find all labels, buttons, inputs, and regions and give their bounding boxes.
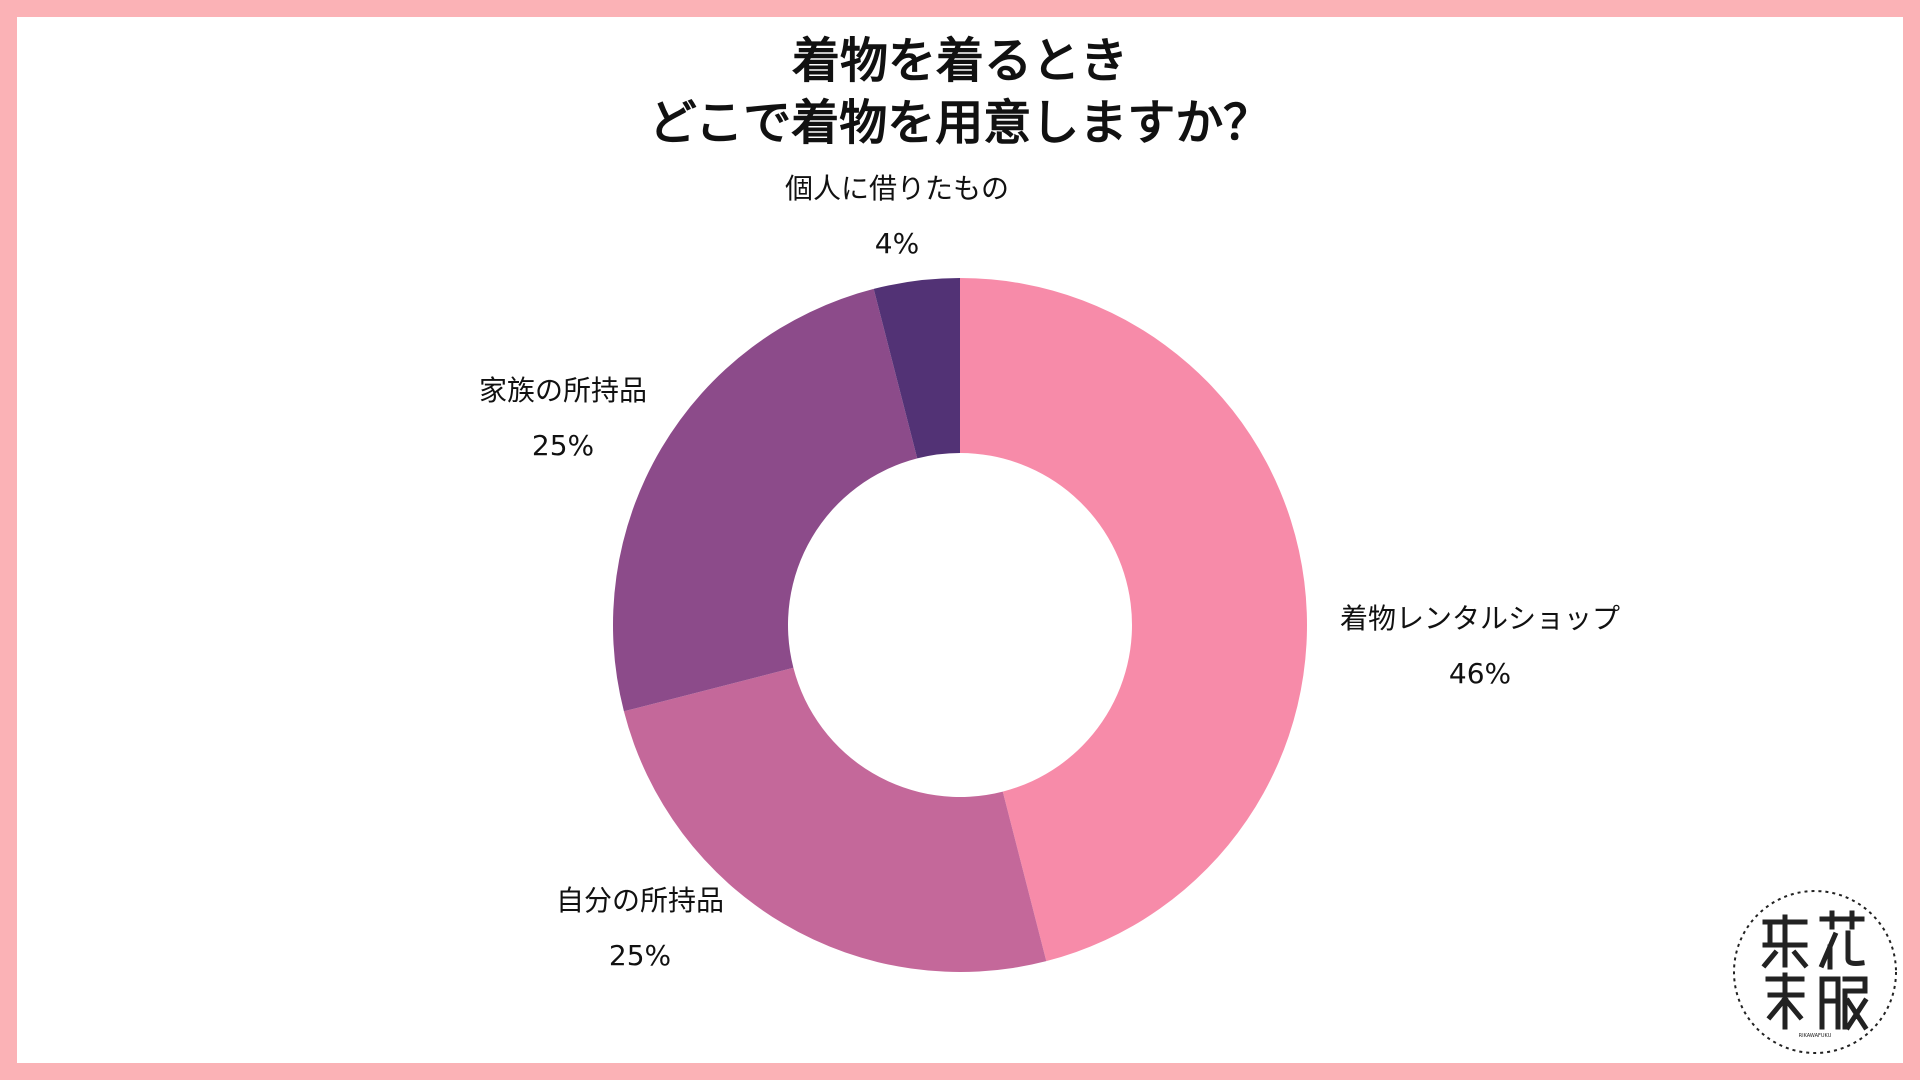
chart-title: 着物を着るとき どこで着物を用意しますか？ [0, 30, 1920, 154]
slice-label-1: 着物レンタルショップ [1340, 602, 1620, 635]
slice-value-3: 25% [532, 429, 594, 462]
slice-value-2: 25% [609, 939, 671, 972]
slice-label-3: 家族の所持品 [479, 374, 647, 407]
chart-title-line-1: 着物を着るとき [791, 33, 1128, 89]
donut-slice-4 [873, 278, 960, 459]
donut-slice-3 [613, 288, 918, 712]
slice-value-4: 4% [875, 227, 919, 260]
donut-slice-1 [960, 278, 1307, 962]
svg-text:RIKAWAFUKU: RIKAWAFUKU [1799, 1033, 1832, 1039]
slice-value-1: 46% [1449, 657, 1511, 690]
rika-wafuku-logo: RIKAWAFUKU [1733, 890, 1897, 1054]
slice-label-4: 個人に借りたもの [785, 172, 1009, 205]
chart-title-line-2: どこで着物を用意しますか？ [648, 95, 1272, 151]
donut-slices [613, 278, 1307, 972]
donut-labels: 着物レンタルショップ 46% 自分の所持品 25% 家族の所持品 25% 個人に借りたもの 4… [479, 172, 1620, 972]
donut-slice-2 [623, 667, 1047, 972]
slice-label-2: 自分の所持品 [556, 884, 724, 917]
